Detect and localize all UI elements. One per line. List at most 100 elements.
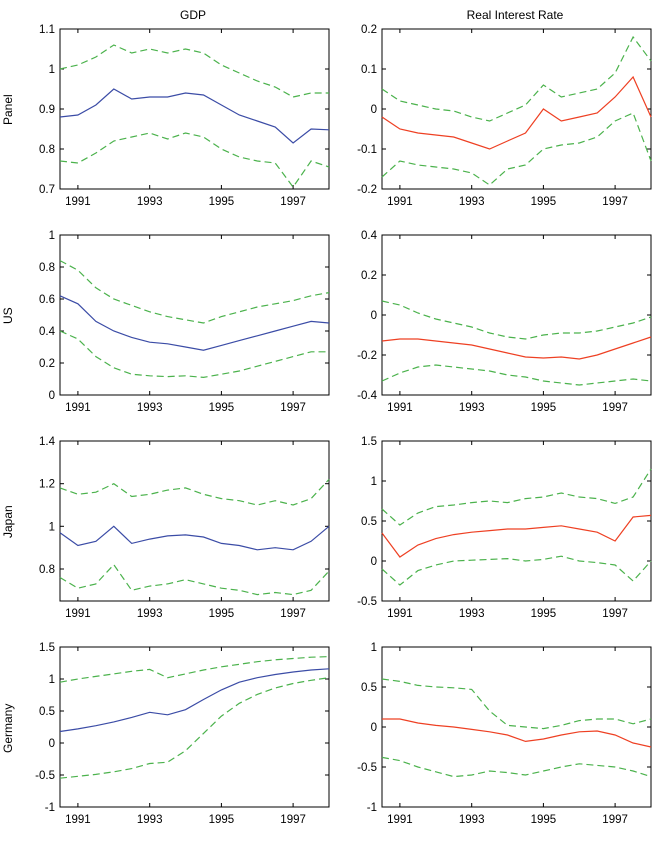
x-tick-label: 1997 xyxy=(280,402,306,414)
us-gdp-lower-band-line xyxy=(59,330,329,379)
germany-rate-upper-band-line xyxy=(381,678,652,730)
y-tick-label: 0.6 xyxy=(39,294,55,306)
x-tick-label: 1995 xyxy=(209,814,235,826)
chart-japan-gdp: 1991 1993 1995 1997 0.8 1 1.2 1.4 xyxy=(39,436,330,620)
japan-rate-estimate-line xyxy=(381,514,652,558)
x-tick-label: 1993 xyxy=(459,196,485,208)
y-tick-label: -0.4 xyxy=(357,390,377,402)
plot-box xyxy=(381,646,652,808)
x-tick-label: 1995 xyxy=(531,814,557,826)
x-tick-label: 1997 xyxy=(280,814,306,826)
x-tick-label: 1997 xyxy=(602,608,628,620)
us-rate-estimate-line xyxy=(381,336,652,360)
y-tick-label: -1 xyxy=(367,802,377,814)
us-gdp-estimate-line xyxy=(59,295,330,351)
x-tick-label: 1997 xyxy=(602,196,628,208)
x-tick-label: 1993 xyxy=(137,814,163,826)
x-tick-label: 1991 xyxy=(387,402,413,414)
panel-rate-lower-band-line xyxy=(381,112,652,186)
panel-gdp-estimate-line xyxy=(59,88,330,144)
chart-germany-gdp: 1991 1993 1995 1997 -1 -0.5 0 0.5 1 1.5 xyxy=(35,642,330,826)
chart-cell-germany-gdp: 1991 1993 1995 1997 -1 -0.5 0 0.5 1 1.5 xyxy=(16,640,338,840)
x-tick-label: 1993 xyxy=(137,196,163,208)
chart-cell-germany-rate: 1991 1993 1995 1997 -1 -0.5 0 0.5 1 xyxy=(338,640,660,840)
row-label-panel: Panel xyxy=(1,94,15,126)
panel-rate-upper-band-line xyxy=(381,35,652,122)
row-germany: Germany 1991 1993 1995 1997 -1 -0.5 0 0.5 1 1.5 1… xyxy=(0,640,669,846)
y-tick-label: 0.9 xyxy=(39,104,55,116)
chart-us-rate: 1991 1993 1995 1997 -0.4 -0.2 0 0.2 0.4 xyxy=(357,230,652,414)
x-tick-label: 1995 xyxy=(209,196,235,208)
panel-gdp-lower-band-line xyxy=(59,132,330,189)
x-tick-label: 1995 xyxy=(531,402,557,414)
y-tick-label: 0.2 xyxy=(361,270,377,282)
y-tick-label: 0.1 xyxy=(361,64,377,76)
y-tick-label: 1 xyxy=(49,521,55,533)
plot-box xyxy=(59,28,330,190)
panel-rate-estimate-line xyxy=(381,75,652,150)
x-tick-label: 1991 xyxy=(387,814,413,826)
y-tick-label: -0.1 xyxy=(357,144,377,156)
plot-box xyxy=(381,440,652,602)
y-tick-label: 1 xyxy=(371,476,377,488)
chart-cell-japan-gdp: 1991 1993 1995 1997 0.8 1 1.2 1.4 xyxy=(16,434,338,634)
y-tick-label: -0.5 xyxy=(357,596,377,608)
y-tick-label: -0.5 xyxy=(35,770,55,782)
chart-us-gdp: 1991 1993 1995 1997 0 0.2 0.4 0.6 0.8 1 xyxy=(39,230,330,414)
x-tick-label: 1991 xyxy=(65,814,91,826)
japan-rate-upper-band-line xyxy=(381,468,652,526)
y-tick-label: 1 xyxy=(49,230,55,242)
x-tick-label: 1991 xyxy=(65,402,91,414)
x-tick-label: 1995 xyxy=(209,402,235,414)
x-tick-label: 1995 xyxy=(531,608,557,620)
y-tick-label: -0.2 xyxy=(357,350,377,362)
row-label-us: US xyxy=(1,307,15,325)
y-tick-label: 0.8 xyxy=(39,144,55,156)
y-tick-label: 1.2 xyxy=(39,479,55,491)
column-title-real-interest-rate: Real Interest Rate xyxy=(466,8,564,22)
y-tick-label: 1 xyxy=(49,64,55,76)
us-rate-lower-band-line xyxy=(381,364,652,386)
japan-gdp-upper-band-line xyxy=(59,478,330,506)
y-tick-label: 0.4 xyxy=(39,326,56,338)
y-tick-label: -0.5 xyxy=(357,762,377,774)
y-tick-label: 0.8 xyxy=(39,564,55,576)
y-tick-label: 0.8 xyxy=(39,262,55,274)
chart-panel-gdp: 1991 1993 1995 1997 0.7 0.8 0.9 1 1.1 xyxy=(39,24,330,208)
chart-cell-us-gdp: 1991 1993 1995 1997 0 0.2 0.4 0.6 0.8 1 xyxy=(16,228,338,428)
x-tick-label: 1995 xyxy=(209,608,235,620)
y-tick-label: 1.5 xyxy=(39,642,55,654)
chart-japan-rate: 1991 1993 1995 1997 -0.5 0 0.5 1 1.5 xyxy=(357,436,652,620)
row-panel: Panel 1991 1993 1995 1997 0.7 0.8 0.9 1 1.1 1991… xyxy=(0,22,669,228)
chart-cell-japan-rate: 1991 1993 1995 1997 -0.5 0 0.5 1 1.5 xyxy=(338,434,660,634)
y-tick-label: 1.1 xyxy=(39,24,55,36)
y-tick-label: 0.7 xyxy=(39,184,55,196)
y-tick-label: 0.4 xyxy=(361,230,378,242)
x-tick-label: 1991 xyxy=(387,608,413,620)
germany-gdp-estimate-line xyxy=(59,668,330,733)
us-gdp-upper-band-line xyxy=(59,260,330,324)
y-tick-label: -0.2 xyxy=(357,184,377,196)
plot-box xyxy=(59,234,330,396)
y-tick-label: 0 xyxy=(371,104,377,116)
y-tick-label: 0 xyxy=(371,310,377,322)
x-tick-label: 1995 xyxy=(531,196,557,208)
japan-gdp-estimate-line xyxy=(59,525,330,551)
column-titles: GDP Real Interest Rate xyxy=(0,0,669,22)
x-tick-label: 1993 xyxy=(137,608,163,620)
chart-germany-rate: 1991 1993 1995 1997 -1 -0.5 0 0.5 1 xyxy=(357,642,652,826)
y-tick-label: 1 xyxy=(49,674,55,686)
x-tick-label: 1997 xyxy=(280,608,306,620)
chart-cell-us-rate: 1991 1993 1995 1997 -0.4 -0.2 0 0.2 0.4 xyxy=(338,228,660,428)
y-tick-label: 0.5 xyxy=(39,706,55,718)
plot-box xyxy=(59,646,330,808)
x-tick-label: 1991 xyxy=(65,196,91,208)
japan-gdp-lower-band-line xyxy=(59,563,330,596)
x-tick-label: 1997 xyxy=(602,814,628,826)
x-tick-label: 1993 xyxy=(137,402,163,414)
chart-panel-rate: 1991 1993 1995 1997 -0.2 -0.1 0 0.1 0.2 xyxy=(357,24,652,208)
x-tick-label: 1997 xyxy=(602,402,628,414)
y-tick-label: 0 xyxy=(49,738,55,750)
y-tick-label: 0 xyxy=(49,390,55,402)
